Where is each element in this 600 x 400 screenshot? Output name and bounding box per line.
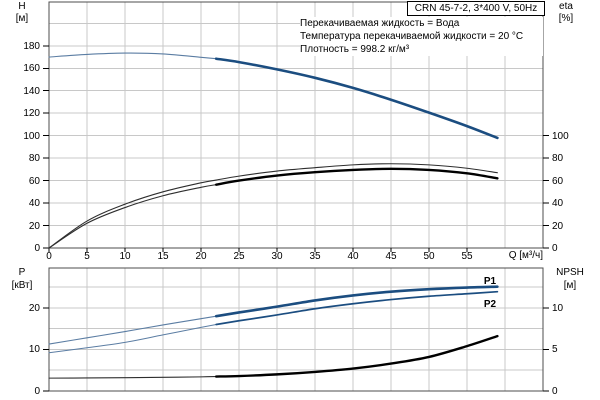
axis-tick-label: 60 bbox=[28, 175, 40, 187]
axis-tick-label: 15 bbox=[157, 251, 169, 262]
axis-tick-label: 160 bbox=[23, 63, 40, 75]
info-line-density: Плотность = 998.2 кг/м³ bbox=[300, 44, 410, 55]
npsh-axis-unit: [м] bbox=[563, 280, 577, 291]
npsh-axis-name: NPSH bbox=[556, 267, 584, 278]
axis-tick-label: 20 bbox=[195, 251, 207, 262]
axis-tick-label: 0 bbox=[34, 243, 40, 254]
axis-tick-label: 80 bbox=[552, 153, 564, 165]
axis-tick-label: 10 bbox=[552, 302, 564, 314]
axis-tick-label: 40 bbox=[552, 198, 564, 210]
axis-tick-label: 100 bbox=[23, 130, 40, 142]
axis-tick-label: 20 bbox=[28, 220, 40, 232]
pump-model-title-box: CRN 45-7-2, 3*400 V, 50Hz bbox=[407, 1, 545, 16]
p2-curve-label: P2 bbox=[483, 299, 497, 310]
axis-tick-label: 100 bbox=[552, 130, 569, 142]
axis-tick-label: 40 bbox=[28, 198, 40, 210]
axis-tick-label: 55 bbox=[461, 251, 473, 262]
axis-tick-label: 5 bbox=[552, 344, 558, 356]
axis-tick-label: 140 bbox=[23, 85, 40, 97]
info-line-temperature: Температура перекачиваемой жидкости = 20… bbox=[300, 31, 524, 42]
axis-tick-label: 60 bbox=[552, 175, 564, 187]
info-line-liquid: Перекачиваемая жидкость = Вода bbox=[300, 18, 460, 29]
axis-tick-label: 30 bbox=[271, 251, 283, 262]
h-axis-unit: [м] bbox=[15, 13, 29, 24]
axis-tick-label: 10 bbox=[119, 251, 131, 262]
p-axis-name: P bbox=[18, 267, 26, 278]
axis-tick-label: 10 bbox=[28, 344, 40, 356]
axis-tick-label: 45 bbox=[385, 251, 397, 262]
eta-axis-unit: [%] bbox=[558, 13, 574, 24]
axis-tick-label: 120 bbox=[23, 108, 40, 120]
eta-axis-name: eta bbox=[559, 1, 573, 12]
axis-tick-label: 0 bbox=[552, 243, 558, 254]
axis-tick-label: 25 bbox=[233, 251, 245, 262]
axis-tick-label: 80 bbox=[28, 153, 40, 165]
p-axis-unit: [кВт] bbox=[11, 280, 33, 291]
axis-tick-label: 5 bbox=[84, 251, 90, 262]
h-axis-name: H bbox=[18, 1, 26, 12]
axis-tick-label: 20 bbox=[28, 302, 40, 314]
axis-tick-label: 20 bbox=[552, 220, 564, 232]
axis-tick-label: 50 bbox=[423, 251, 435, 262]
axis-tick-label: 0 bbox=[34, 386, 40, 397]
q-axis-name: Q [м³/ч] bbox=[508, 250, 543, 261]
axis-tick-label: 0 bbox=[46, 251, 52, 262]
axis-tick-label: 0 bbox=[552, 386, 558, 397]
pumped-liquid-info: Перекачиваемая жидкость = Вода Температу… bbox=[300, 17, 543, 56]
axis-tick-label: 35 bbox=[309, 251, 321, 262]
p1-curve-label: P1 bbox=[483, 276, 497, 287]
axis-tick-label: 180 bbox=[23, 40, 40, 52]
axis-tick-label: 40 bbox=[347, 251, 359, 262]
